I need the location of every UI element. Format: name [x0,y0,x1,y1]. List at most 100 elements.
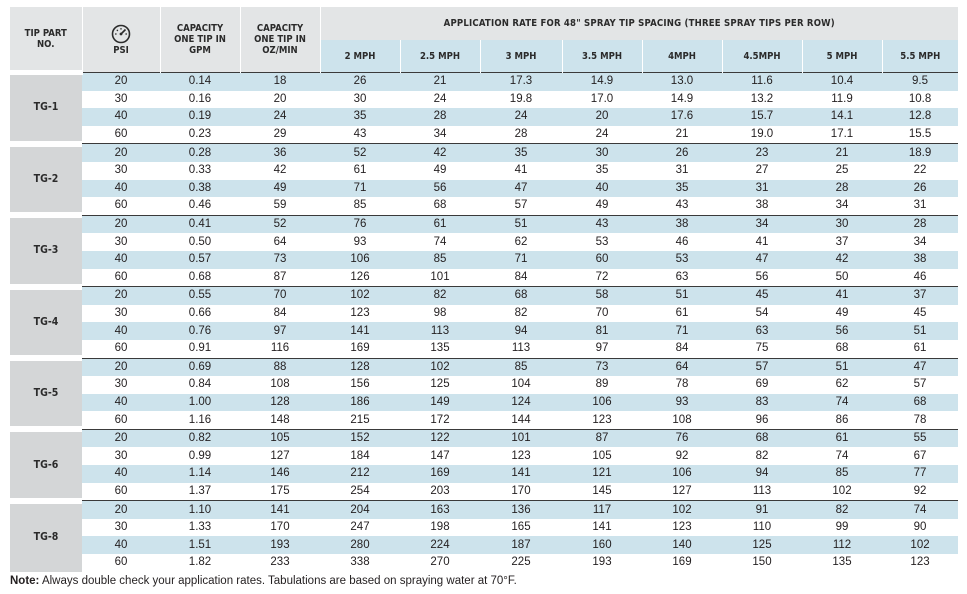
rate-cell: 28 [802,179,882,198]
capacity-gpm-cell: 1.14 [160,465,240,483]
rate-cell: 31 [642,161,722,180]
capacity-gpm-cell: 0.84 [160,376,240,394]
tip-part-number: TG-8 [10,497,82,572]
rate-cell: 74 [882,500,959,519]
rate-cell: 125 [722,536,802,555]
speed-header: 5 MPH [801,40,882,73]
rate-cell: 55 [882,428,959,448]
rate-cell: 14.9 [642,90,722,109]
rate-cell: 85 [320,197,400,216]
rate-cell: 46 [882,268,959,287]
rate-cell: 160 [562,536,642,555]
capacity-gpm-cell: 0.28 [160,143,240,162]
rate-cell: 170 [480,482,562,501]
table-row: 60 1.16 148 215 172 144 123 108 96 86 78 [10,411,959,430]
rate-cell: 89 [562,376,642,394]
rate-cell: 150 [722,554,802,572]
rate-cell: 30 [802,214,882,234]
psi-label: PSI [113,44,129,56]
rate-cell: 37 [802,233,882,251]
rate-cell: 15.7 [722,108,802,126]
psi-cell: 30 [82,447,160,466]
table-row: 30 0.66 84 123 98 82 70 61 54 49 45 [10,304,959,323]
rate-cell: 14.9 [562,71,642,91]
table-row: TG-6 20 0.82 105 152 122 101 87 76 68 61 55 [10,426,959,501]
rate-cell: 96 [722,411,802,430]
psi-cell: 40 [82,250,160,269]
rate-cell: 40 [562,179,642,198]
capacity-oz-cell: 128 [240,393,320,412]
rate-cell: 69 [722,376,802,394]
table-row: TG-2 20 0.28 36 52 42 35 30 26 23 21 18.9 [10,140,959,216]
capacity-gpm-cell: 0.76 [160,322,240,340]
capacity-oz-cell: 148 [240,411,320,430]
capacity-gpm-cell: 0.14 [160,71,240,91]
rate-cell: 225 [480,554,562,572]
rate-cell: 28 [882,214,959,234]
rate-cell: 34 [802,197,882,216]
rate-cell: 112 [802,536,882,555]
rate-cell: 61 [400,214,480,234]
rate-cell: 135 [802,554,882,572]
rate-cell: 141 [562,518,642,537]
capacity-oz-cell: 175 [240,482,320,501]
rate-cell: 38 [882,250,959,269]
psi-cell: 30 [82,304,160,323]
rate-cell: 19.8 [480,90,562,109]
rate-cell: 125 [400,376,480,394]
capacity-oz-cell: 97 [240,322,320,340]
rate-cell: 34 [882,233,959,251]
rate-cell: 43 [562,214,642,234]
table-row: 30 0.99 127 184 147 123 105 92 82 74 67 [10,447,959,466]
capacity-oz-cell: 42 [240,161,320,180]
rate-cell: 17.6 [642,108,722,126]
capacity-gpm-cell: 0.50 [160,233,240,251]
rate-cell: 28 [400,108,480,126]
rate-cell: 104 [480,376,562,394]
rate-cell: 30 [562,143,642,162]
rate-cell: 67 [882,447,959,466]
capacity-oz-cell: 84 [240,304,320,323]
rate-cell: 124 [480,393,562,412]
psi-cell: 30 [82,161,160,180]
capacity-gpm-cell: 1.33 [160,518,240,537]
psi-cell: 20 [82,500,160,519]
rate-cell: 82 [480,304,562,323]
capacity-oz-cell: 88 [240,357,320,377]
capacity-oz-cell: 146 [240,465,320,483]
rate-cell: 136 [480,500,562,519]
capacity-oz-cell: 49 [240,179,320,198]
table-row: 30 0.50 64 93 74 62 53 46 41 37 34 [10,233,959,251]
application-rate-header: APPLICATION RATE FOR 48" SPRAY TIP SPACI… [319,7,959,40]
rate-cell: 10.4 [802,71,882,91]
rate-cell: 121 [562,465,642,483]
psi-cell: 40 [82,393,160,412]
rate-cell: 147 [400,447,480,466]
rate-cell: 58 [562,286,642,305]
rate-cell: 31 [882,197,959,216]
psi-cell: 40 [82,322,160,340]
rate-cell: 102 [400,357,480,377]
rate-cell: 49 [802,304,882,323]
capacity-gpm-cell: 0.23 [160,125,240,144]
rate-cell: 62 [480,233,562,251]
rate-cell: 74 [802,447,882,466]
rate-cell: 57 [480,197,562,216]
table-row: TG-4 20 0.55 70 102 82 68 58 51 45 41 37 [10,283,959,358]
rate-cell: 99 [802,518,882,537]
capacity-oz-cell: 70 [240,286,320,305]
rate-cell: 21 [642,125,722,144]
capacity-oz-cell: 116 [240,339,320,358]
rate-cell: 42 [802,250,882,269]
speed-header: 2 MPH [319,40,400,73]
rate-cell: 101 [480,428,562,448]
rate-cell: 49 [562,197,642,216]
rate-cell: 106 [320,250,400,269]
rate-cell: 77 [882,465,959,483]
rate-cell: 113 [722,482,802,501]
rate-cell: 42 [400,143,480,162]
rate-cell: 68 [722,428,802,448]
table-row: 60 0.68 87 126 101 84 72 63 56 50 46 [10,268,959,287]
rate-cell: 93 [320,233,400,251]
note-label: Note: [10,575,40,587]
